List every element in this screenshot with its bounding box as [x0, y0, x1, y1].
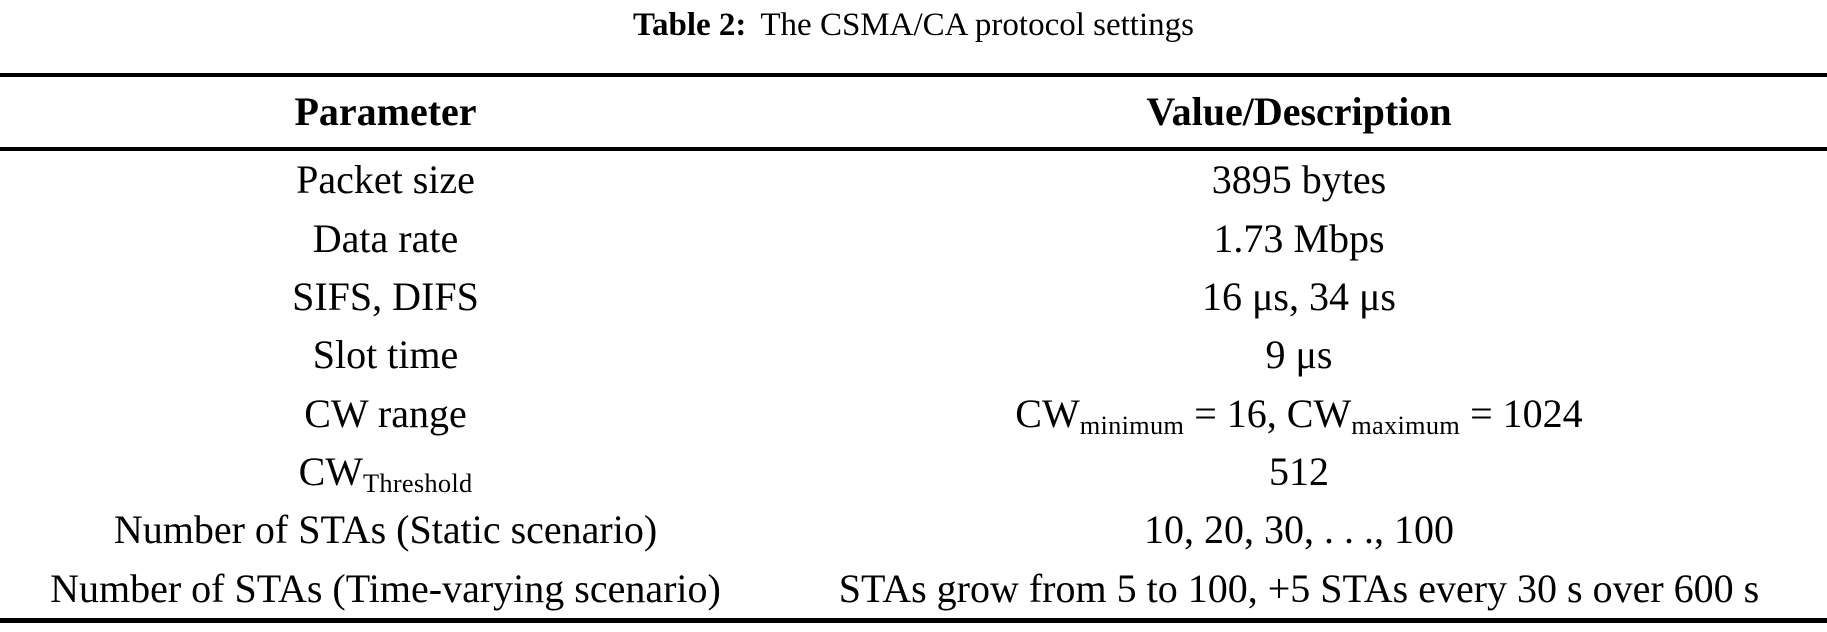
- value-cell: CWminimum = 16, CWmaximum = 1024: [771, 390, 1827, 438]
- value-cell: 9 μs: [1265, 332, 1333, 378]
- cw-maximum-subscript: maximum: [1351, 410, 1461, 441]
- table-bottom-rule: [0, 618, 1827, 623]
- cw-threshold-text: CW: [298, 449, 364, 495]
- table-row-sifs-difs: SIFS, DIFS 16 μs, 34 μs: [0, 268, 1827, 326]
- cw-equals-16-text: = 16, CW: [1184, 390, 1352, 436]
- table-header-row: Parameter Value/Description: [0, 77, 1827, 147]
- value-cell: 3895 bytes: [1211, 157, 1387, 203]
- param-cell: Packet size: [296, 157, 475, 203]
- cw-equals-1024-text: = 1024: [1460, 390, 1583, 436]
- param-cell: Slot time: [312, 332, 459, 378]
- table-row-packet-size: Packet size 3895 bytes: [0, 151, 1827, 209]
- value-cell: 1.73 Mbps: [1213, 215, 1385, 261]
- table-row-data-rate: Data rate 1.73 Mbps: [0, 209, 1827, 267]
- table-row-stas-static: Number of STAs (Static scenario) 10, 20,…: [0, 501, 1827, 559]
- table-row-cw-threshold: CWThreshold 512: [0, 443, 1827, 501]
- cw-minimum-subscript: minimum: [1079, 410, 1185, 441]
- param-cell: Number of STAs (Time-varying scenario): [50, 565, 721, 611]
- table-caption-text: The CSMA/CA protocol settings: [760, 7, 1194, 43]
- table-row-slot-time: Slot time 9 μs: [0, 326, 1827, 384]
- value-cell: 10, 20, 30, . . ., 100: [1143, 507, 1454, 553]
- value-cell: 16 μs, 34 μs: [1201, 273, 1396, 319]
- param-cell: CWThreshold: [0, 449, 771, 497]
- table-row-cw-range: CW range CWminimum = 16, CWmaximum = 102…: [0, 385, 1827, 443]
- param-cell: Data rate: [312, 215, 459, 261]
- column-header-value-description: Value/Description: [1146, 89, 1452, 134]
- cw-minimum-text: CW: [1015, 390, 1080, 436]
- param-cell: CW range: [304, 390, 467, 436]
- table-caption: Table 2: The CSMA/CA protocol settings: [0, 0, 1827, 73]
- table-header-rule: [0, 147, 1827, 151]
- value-cell: 512: [1268, 449, 1329, 495]
- table-row-stas-time-varying: Number of STAs (Time-varying scenario) S…: [0, 560, 1827, 618]
- table-caption-label: Table 2:: [633, 7, 747, 43]
- cw-threshold-subscript: Threshold: [363, 468, 473, 499]
- param-cell: SIFS, DIFS: [292, 273, 479, 319]
- table-body: Packet size 3895 bytes Data rate 1.73 Mb…: [0, 151, 1827, 618]
- value-cell: STAs grow from 5 to 100, +5 STAs every 3…: [838, 565, 1760, 611]
- param-cell: Number of STAs (Static scenario): [113, 507, 658, 553]
- table-top-rule: [0, 73, 1827, 77]
- column-header-parameter: Parameter: [294, 89, 477, 134]
